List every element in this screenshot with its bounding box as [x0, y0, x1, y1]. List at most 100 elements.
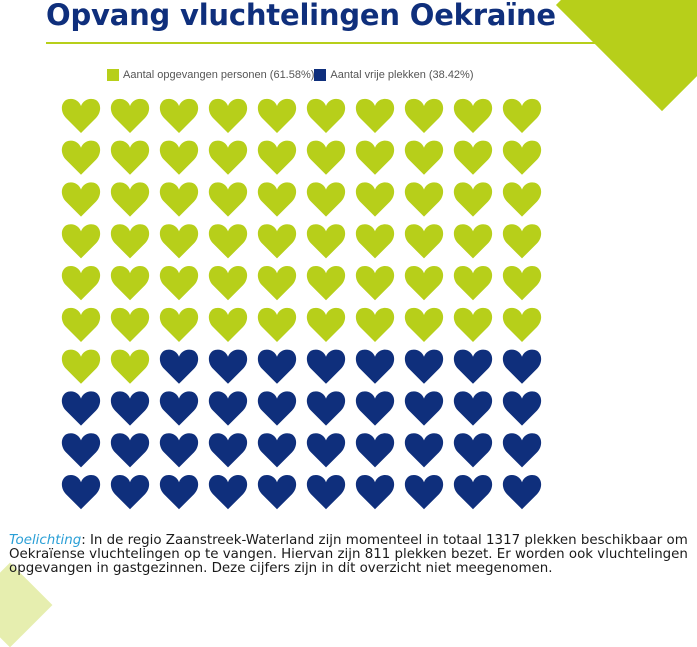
note-text: : In de regio Zaanstreek-Waterland zijn …	[9, 533, 688, 576]
heart-icon-vrij	[453, 433, 493, 468]
heart-icon-opgevangen	[404, 182, 444, 217]
chart-legend: Aantal opgevangen personen (61.58%) Aant…	[107, 67, 474, 83]
legend-swatch-vrij	[314, 69, 327, 81]
heart-icon-opgevangen	[502, 266, 542, 301]
heart-icon-opgevangen	[453, 140, 493, 175]
heart-icon-vrij	[61, 475, 101, 510]
heart-icon-vrij	[257, 433, 297, 468]
heart-icon-vrij	[159, 433, 199, 468]
heart-icon-opgevangen	[110, 98, 150, 133]
heart-icon-opgevangen	[453, 182, 493, 217]
heart-icon-opgevangen	[453, 307, 493, 342]
heart-icon-vrij	[110, 391, 150, 426]
heart-icon-opgevangen	[257, 224, 297, 259]
heart-icon-vrij	[306, 391, 346, 426]
heart-icon-vrij	[502, 433, 542, 468]
heart-icon-opgevangen	[404, 224, 444, 259]
legend-label-vrij: Aantal vrije plekken (38.42%)	[330, 69, 474, 81]
title-underline	[46, 42, 599, 44]
waffle-chart	[61, 98, 542, 510]
heart-icon-opgevangen	[61, 224, 101, 259]
heart-icon-vrij	[453, 349, 493, 384]
heart-icon-vrij	[306, 433, 346, 468]
heart-icon-opgevangen	[61, 182, 101, 217]
heart-icon-opgevangen	[159, 224, 199, 259]
heart-icon-opgevangen	[306, 182, 346, 217]
heart-icon-opgevangen	[61, 266, 101, 301]
heart-icon-vrij	[208, 391, 248, 426]
heart-icon-vrij	[453, 475, 493, 510]
heart-icon-opgevangen	[502, 307, 542, 342]
heart-icon-opgevangen	[502, 224, 542, 259]
heart-icon-opgevangen	[208, 140, 248, 175]
heart-icon-vrij	[208, 475, 248, 510]
heart-icon-vrij	[61, 391, 101, 426]
heart-icon-opgevangen	[110, 224, 150, 259]
heart-icon-vrij	[404, 475, 444, 510]
heart-icon-opgevangen	[355, 224, 395, 259]
heart-icon-opgevangen	[404, 98, 444, 133]
heart-icon-vrij	[404, 391, 444, 426]
heart-icon-vrij	[306, 349, 346, 384]
heart-icon-opgevangen	[208, 266, 248, 301]
heart-icon-opgevangen	[159, 182, 199, 217]
heart-icon-vrij	[404, 349, 444, 384]
heart-icon-vrij	[453, 391, 493, 426]
heart-icon-opgevangen	[257, 182, 297, 217]
heart-icon-opgevangen	[355, 182, 395, 217]
heart-icon-opgevangen	[453, 224, 493, 259]
heart-icon-vrij	[110, 433, 150, 468]
heart-icon-opgevangen	[110, 349, 150, 384]
page-title: Opvang vluchtelingen Oekraïne	[46, 0, 556, 32]
heart-icon-opgevangen	[257, 140, 297, 175]
heart-icon-vrij	[355, 475, 395, 510]
legend-item-vrij: Aantal vrije plekken (38.42%)	[314, 69, 474, 81]
heart-icon-opgevangen	[61, 98, 101, 133]
heart-icon-opgevangen	[306, 224, 346, 259]
heart-icon-vrij	[159, 475, 199, 510]
heart-icon-opgevangen	[404, 266, 444, 301]
heart-icon-opgevangen	[404, 307, 444, 342]
heart-icon-opgevangen	[306, 140, 346, 175]
heart-icon-vrij	[110, 475, 150, 510]
heart-icon-opgevangen	[159, 266, 199, 301]
heart-icon-opgevangen	[257, 98, 297, 133]
heart-icon-opgevangen	[502, 182, 542, 217]
heart-icon-vrij	[159, 391, 199, 426]
heart-icon-opgevangen	[502, 140, 542, 175]
heart-icon-vrij	[355, 349, 395, 384]
heart-icon-opgevangen	[159, 140, 199, 175]
heart-icon-opgevangen	[208, 182, 248, 217]
heart-icon-opgevangen	[61, 349, 101, 384]
heart-icon-opgevangen	[159, 307, 199, 342]
heart-icon-opgevangen	[159, 98, 199, 133]
legend-item-opgevangen: Aantal opgevangen personen (61.58%)	[107, 69, 314, 81]
heart-icon-vrij	[257, 475, 297, 510]
heart-icon-opgevangen	[110, 140, 150, 175]
heart-icon-opgevangen	[502, 98, 542, 133]
heart-icon-opgevangen	[453, 266, 493, 301]
heart-icon-opgevangen	[355, 140, 395, 175]
heart-icon-vrij	[208, 433, 248, 468]
heart-icon-opgevangen	[306, 307, 346, 342]
heart-icon-opgevangen	[355, 266, 395, 301]
heart-icon-vrij	[502, 475, 542, 510]
note-label: Toelichting	[9, 533, 82, 548]
legend-swatch-opgevangen	[107, 69, 119, 81]
heart-icon-opgevangen	[110, 266, 150, 301]
heart-icon-vrij	[61, 433, 101, 468]
heart-icon-opgevangen	[110, 307, 150, 342]
heart-icon-vrij	[502, 349, 542, 384]
heart-icon-vrij	[355, 391, 395, 426]
heart-icon-vrij	[355, 433, 395, 468]
heart-icon-vrij	[159, 349, 199, 384]
explanation-note: Toelichting: In de regio Zaanstreek-Wate…	[9, 534, 697, 576]
heart-icon-opgevangen	[208, 307, 248, 342]
heart-icon-opgevangen	[404, 140, 444, 175]
heart-icon-opgevangen	[306, 266, 346, 301]
heart-icon-opgevangen	[355, 307, 395, 342]
heart-icon-opgevangen	[355, 98, 395, 133]
heart-icon-vrij	[208, 349, 248, 384]
heart-icon-opgevangen	[61, 307, 101, 342]
legend-label-opgevangen: Aantal opgevangen personen (61.58%)	[123, 69, 315, 81]
